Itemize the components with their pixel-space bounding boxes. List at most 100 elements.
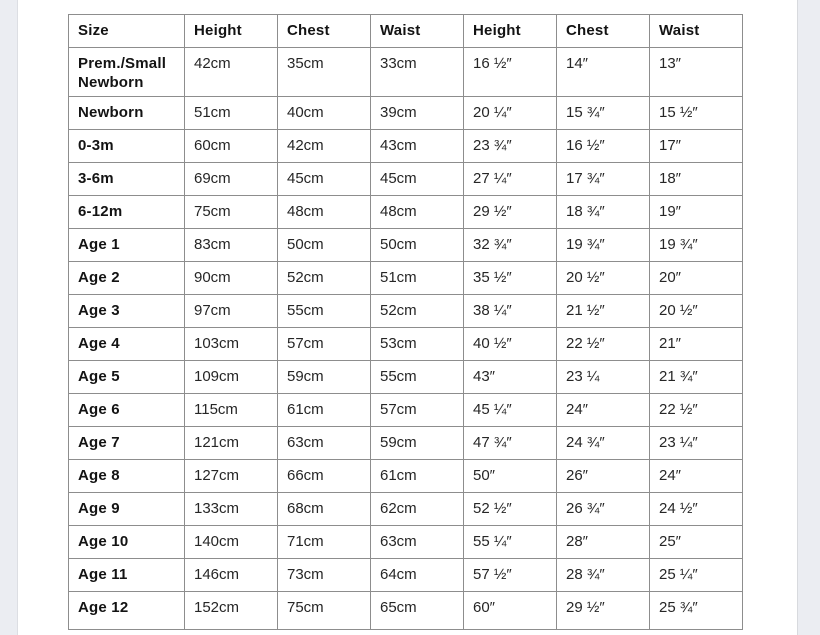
measurement-cell: 28″ xyxy=(556,525,650,559)
measurement-cell: 15 ½″ xyxy=(649,96,743,130)
measurement-cell: 26″ xyxy=(556,459,650,493)
measurement-cell: 60cm xyxy=(184,129,278,163)
table-row: Prem./Small Newborn 42cm 35cm 33cm 16 ½″ 14″ 1… xyxy=(68,47,743,97)
measurement-cell: 20″ xyxy=(649,261,743,295)
column-header: Size xyxy=(68,14,185,48)
row-label: Age 12 xyxy=(68,591,185,630)
measurement-cell: 32 ¾″ xyxy=(463,228,557,262)
measurement-cell: 61cm xyxy=(370,459,464,493)
measurement-cell: 23 ¼″ xyxy=(649,426,743,460)
measurement-cell: 64cm xyxy=(370,558,464,592)
measurement-cell: 73cm xyxy=(277,558,371,592)
measurement-cell: 33cm xyxy=(370,47,464,97)
measurement-cell: 127cm xyxy=(184,459,278,493)
document-page: Size Height Chest Waist Height Chest Waist Pre… xyxy=(19,0,796,635)
measurement-cell: 26 ¾″ xyxy=(556,492,650,526)
measurement-cell: 103cm xyxy=(184,327,278,361)
measurement-cell: 48cm xyxy=(370,195,464,229)
table-row: Age 1 83cm 50cm 50cm 32 ¾″ 19 ¾″ 19 ¾″ xyxy=(68,228,743,262)
measurement-cell: 45cm xyxy=(370,162,464,196)
measurement-cell: 21″ xyxy=(649,327,743,361)
column-header: Waist xyxy=(370,14,464,48)
measurement-cell: 40 ½″ xyxy=(463,327,557,361)
row-label: Age 7 xyxy=(68,426,185,460)
measurement-cell: 19 ¾″ xyxy=(649,228,743,262)
row-label: Age 1 xyxy=(68,228,185,262)
table-body: Prem./Small Newborn 42cm 35cm 33cm 16 ½″ 14″ 1… xyxy=(68,47,743,630)
measurement-cell: 23 ¼ xyxy=(556,360,650,394)
measurement-cell: 51cm xyxy=(370,261,464,295)
measurement-cell: 14″ xyxy=(556,47,650,97)
measurement-cell: 47 ¾″ xyxy=(463,426,557,460)
measurement-cell: 16 ½″ xyxy=(556,129,650,163)
measurement-cell: 63cm xyxy=(370,525,464,559)
row-label: 3-6m xyxy=(68,162,185,196)
measurement-cell: 42cm xyxy=(184,47,278,97)
measurement-cell: 19 ¾″ xyxy=(556,228,650,262)
measurement-cell: 62cm xyxy=(370,492,464,526)
right-gutter xyxy=(797,0,820,635)
table-row: Age 5 109cm 59cm 55cm 43″ 23 ¼ 21 ¾″ xyxy=(68,360,743,394)
measurement-cell: 38 ¼″ xyxy=(463,294,557,328)
measurement-cell: 52 ½″ xyxy=(463,492,557,526)
row-label: Age 9 xyxy=(68,492,185,526)
row-label: Age 3 xyxy=(68,294,185,328)
measurement-cell: 21 ½″ xyxy=(556,294,650,328)
measurement-cell: 53cm xyxy=(370,327,464,361)
row-label: Age 4 xyxy=(68,327,185,361)
measurement-cell: 17 ¾″ xyxy=(556,162,650,196)
measurement-cell: 115cm xyxy=(184,393,278,427)
measurement-cell: 24″ xyxy=(649,459,743,493)
measurement-cell: 35 ½″ xyxy=(463,261,557,295)
measurement-cell: 52cm xyxy=(370,294,464,328)
measurement-cell: 18 ¾″ xyxy=(556,195,650,229)
column-header: Chest xyxy=(277,14,371,48)
row-label: Age 6 xyxy=(68,393,185,427)
table-row: Age 9 133cm 68cm 62cm 52 ½″ 26 ¾″ 24 ½″ xyxy=(68,492,743,526)
measurement-cell: 83cm xyxy=(184,228,278,262)
measurement-cell: 55cm xyxy=(370,360,464,394)
measurement-cell: 22 ½″ xyxy=(556,327,650,361)
measurement-cell: 20 ½″ xyxy=(556,261,650,295)
measurement-cell: 42cm xyxy=(277,129,371,163)
measurement-cell: 18″ xyxy=(649,162,743,196)
measurement-cell: 121cm xyxy=(184,426,278,460)
column-header: Height xyxy=(463,14,557,48)
measurement-cell: 90cm xyxy=(184,261,278,295)
table-row: 3-6m 69cm 45cm 45cm 27 ¼″ 17 ¾″ 18″ xyxy=(68,162,743,196)
measurement-cell: 50cm xyxy=(370,228,464,262)
measurement-cell: 17″ xyxy=(649,129,743,163)
measurement-cell: 35cm xyxy=(277,47,371,97)
row-label: 6-12m xyxy=(68,195,185,229)
measurement-cell: 29 ½″ xyxy=(463,195,557,229)
table-row: Age 7 121cm 63cm 59cm 47 ¾″ 24 ¾″ 23 ¼″ xyxy=(68,426,743,460)
measurement-cell: 59cm xyxy=(277,360,371,394)
measurement-cell: 24 ¾″ xyxy=(556,426,650,460)
table-row: Newborn 51cm 40cm 39cm 20 ¼″ 15 ¾″ 15 ½″ xyxy=(68,96,743,130)
table-row: 0-3m 60cm 42cm 43cm 23 ¾″ 16 ½″ 17″ xyxy=(68,129,743,163)
measurement-cell: 20 ½″ xyxy=(649,294,743,328)
measurement-cell: 39cm xyxy=(370,96,464,130)
measurement-cell: 29 ½″ xyxy=(556,591,650,630)
measurement-cell: 66cm xyxy=(277,459,371,493)
column-header: Height xyxy=(184,14,278,48)
measurement-cell: 25 ¼″ xyxy=(649,558,743,592)
row-label: Age 8 xyxy=(68,459,185,493)
table-row: Age 6 115cm 61cm 57cm 45 ¼″ 24″ 22 ½″ xyxy=(68,393,743,427)
measurement-cell: 65cm xyxy=(370,591,464,630)
measurement-cell: 48cm xyxy=(277,195,371,229)
measurement-cell: 13″ xyxy=(649,47,743,97)
measurement-cell: 57 ½″ xyxy=(463,558,557,592)
measurement-cell: 21 ¾″ xyxy=(649,360,743,394)
measurement-cell: 57cm xyxy=(370,393,464,427)
row-label: Age 5 xyxy=(68,360,185,394)
measurement-cell: 15 ¾″ xyxy=(556,96,650,130)
measurement-cell: 133cm xyxy=(184,492,278,526)
measurement-cell: 50″ xyxy=(463,459,557,493)
measurement-cell: 75cm xyxy=(184,195,278,229)
measurement-cell: 43cm xyxy=(370,129,464,163)
measurement-cell: 19″ xyxy=(649,195,743,229)
measurement-cell: 24″ xyxy=(556,393,650,427)
measurement-cell: 16 ½″ xyxy=(463,47,557,97)
